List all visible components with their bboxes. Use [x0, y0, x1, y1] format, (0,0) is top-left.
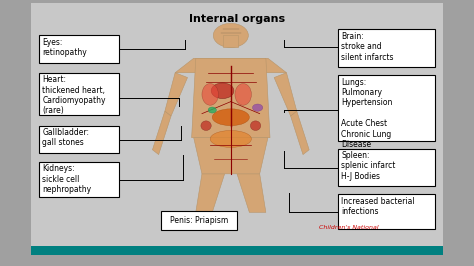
Text: Internal organs: Internal organs: [189, 14, 285, 24]
Ellipse shape: [201, 121, 211, 131]
Ellipse shape: [212, 109, 249, 126]
Text: Eyes:
retinopathy: Eyes: retinopathy: [42, 38, 87, 57]
FancyBboxPatch shape: [338, 30, 435, 67]
Polygon shape: [165, 73, 188, 116]
Ellipse shape: [213, 23, 248, 47]
Text: Brain:
stroke and
silent infarcts: Brain: stroke and silent infarcts: [341, 32, 394, 62]
Bar: [223, 35, 238, 47]
FancyBboxPatch shape: [39, 73, 119, 115]
Polygon shape: [291, 111, 309, 155]
Text: Children's National: Children's National: [319, 225, 379, 230]
Text: Kidneys:
sickle cell
nephropathy: Kidneys: sickle cell nephropathy: [42, 164, 91, 194]
Polygon shape: [153, 111, 171, 155]
Text: Gallbladder:
gall stones: Gallbladder: gall stones: [42, 128, 90, 147]
Text: Spleen:
splenic infarct
H-J Bodies: Spleen: splenic infarct H-J Bodies: [341, 151, 396, 181]
Text: Penis: Priapism: Penis: Priapism: [170, 216, 228, 225]
Text: Heart:
thickened heart,
Cardiomyopathy
(rare): Heart: thickened heart, Cardiomyopathy (…: [42, 75, 106, 115]
Polygon shape: [274, 73, 297, 116]
FancyBboxPatch shape: [338, 194, 435, 229]
Text: Lungs:
Pulmonary
Hypertension

Acute Chest
Chronic Lung
Disease: Lungs: Pulmonary Hypertension Acute Ches…: [341, 78, 392, 149]
Polygon shape: [237, 174, 266, 212]
Ellipse shape: [202, 84, 219, 105]
FancyBboxPatch shape: [39, 126, 119, 153]
Ellipse shape: [208, 107, 216, 113]
FancyBboxPatch shape: [338, 148, 435, 186]
Text: Increased bacterial
infections: Increased bacterial infections: [341, 197, 415, 216]
FancyBboxPatch shape: [161, 211, 237, 230]
FancyBboxPatch shape: [39, 162, 119, 197]
FancyBboxPatch shape: [39, 35, 119, 63]
Ellipse shape: [210, 131, 251, 147]
Ellipse shape: [235, 84, 251, 105]
Polygon shape: [175, 58, 286, 73]
Polygon shape: [196, 174, 225, 212]
Polygon shape: [194, 138, 268, 174]
Ellipse shape: [250, 121, 261, 131]
Polygon shape: [191, 58, 270, 138]
FancyBboxPatch shape: [338, 75, 435, 141]
Ellipse shape: [253, 104, 263, 111]
Ellipse shape: [211, 83, 234, 99]
